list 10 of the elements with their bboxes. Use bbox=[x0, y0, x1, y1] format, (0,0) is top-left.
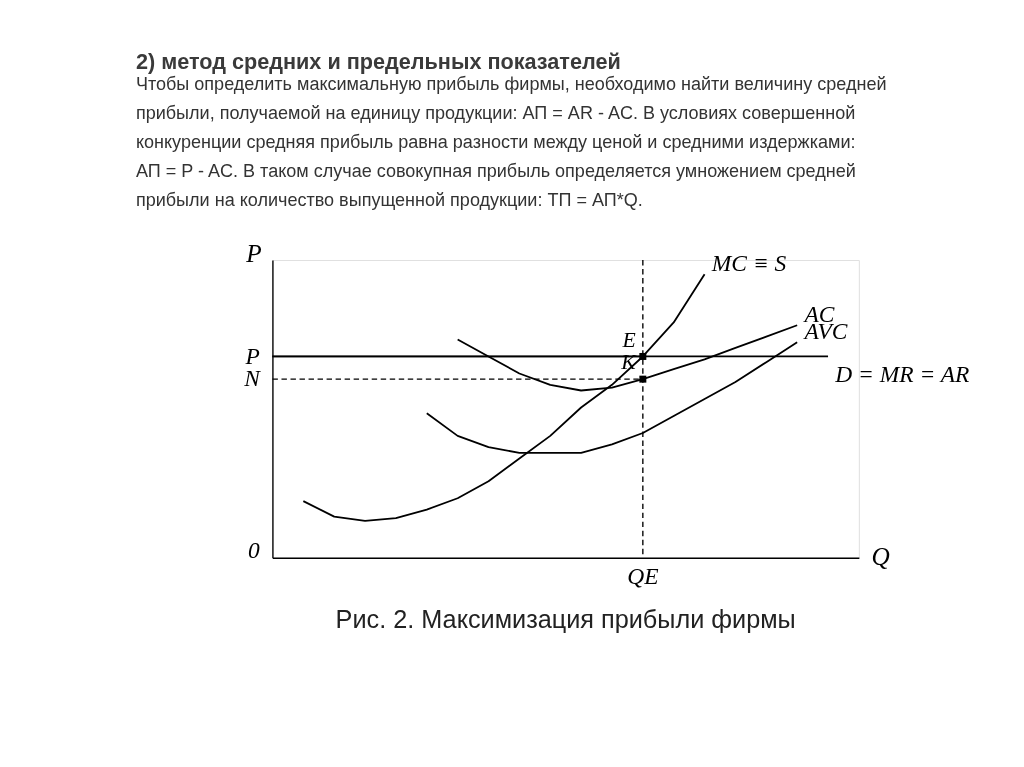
text: Рис. 2. Максимизация прибыли фирмы bbox=[335, 605, 796, 634]
chart-subtitle: Чтобы определить максимальную прибыль фирмы, необходимо найти величину средней прибыли, получаемой на единицу продукции: АП = AR - AC. В условиях совершенной конкуренции средняя прибыль равна разности между ценой и средними издержками: АП = P - AC. В таком случае совокупная прибыль определяется умножением средней прибыли на количество выпущенной продукции: ТП = АП*Q. bbox=[135, 74, 887, 210]
chart-title: 2) метод средних и предельных показателей bbox=[135, 48, 621, 74]
text: 0 bbox=[248, 536, 261, 563]
text: QE bbox=[627, 562, 659, 589]
y-axis-title: P bbox=[245, 238, 262, 267]
series-label: D = MR = AR bbox=[834, 360, 970, 387]
x-axis-title: Q bbox=[871, 542, 890, 570]
series-label: MC ≡ S bbox=[710, 249, 787, 276]
annotation: E bbox=[621, 327, 636, 352]
